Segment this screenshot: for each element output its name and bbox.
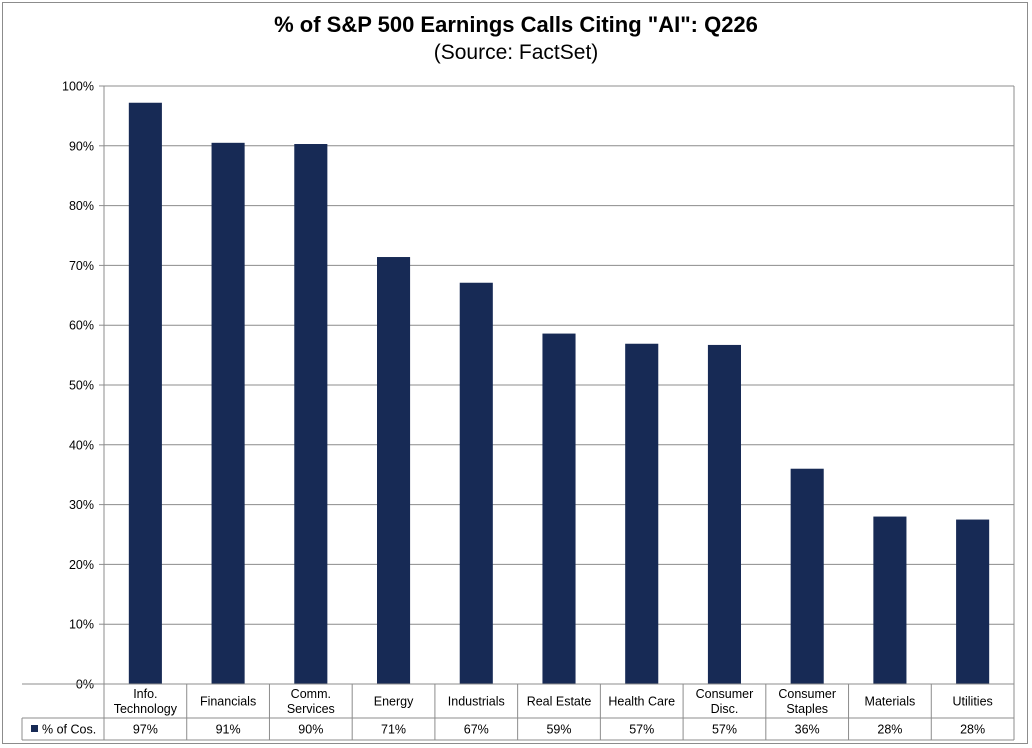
bar (790, 468, 824, 684)
value-label: 59% (546, 723, 571, 737)
category-label: Consumer Staples (778, 687, 836, 716)
category-label: Health Care (608, 695, 675, 709)
value-label: 28% (960, 723, 985, 737)
bar (542, 333, 576, 684)
y-tick-label: 60% (69, 319, 94, 333)
y-axis: 0%10%20%30%40%50%60%70%80%90%100% (62, 80, 1015, 692)
bar (377, 257, 411, 684)
y-tick-label: 30% (69, 498, 94, 512)
y-tick-label: 20% (69, 558, 94, 572)
bars (128, 102, 990, 685)
bar (625, 343, 659, 684)
bar (459, 282, 493, 684)
category-label: Materials (865, 695, 916, 709)
category-label: Industrials (448, 695, 505, 709)
value-label: 71% (381, 723, 406, 737)
y-tick-label: 70% (69, 259, 94, 273)
legend-label: % of Cos. (42, 723, 96, 737)
category-label: Real Estate (527, 695, 592, 709)
bar (873, 516, 907, 684)
category-label: Consumer Disc. (696, 687, 754, 716)
y-tick-label: 80% (69, 199, 94, 213)
category-label: Utilities (952, 695, 992, 709)
value-label: 67% (464, 723, 489, 737)
value-label: 91% (216, 723, 241, 737)
bar (707, 344, 741, 684)
category-label: Comm. Services (287, 687, 335, 716)
bar (956, 519, 990, 684)
y-tick-label: 10% (69, 618, 94, 632)
category-label: Financials (200, 695, 256, 709)
y-tick-label: 40% (69, 438, 94, 452)
value-label: 97% (133, 723, 158, 737)
bar (211, 142, 245, 684)
category-label: Energy (374, 695, 414, 709)
y-tick-label: 50% (69, 379, 94, 393)
bar (128, 102, 162, 684)
value-label: 57% (712, 723, 737, 737)
chart-title: % of S&P 500 Earnings Calls Citing "AI":… (274, 12, 758, 37)
value-label: 57% (629, 723, 654, 737)
value-label: 90% (298, 723, 323, 737)
value-label: 28% (877, 723, 902, 737)
category-label: Info. Technology (114, 687, 178, 716)
legend-swatch (31, 725, 38, 732)
y-tick-label: 100% (62, 80, 94, 94)
chart-subtitle: (Source: FactSet) (433, 41, 599, 64)
value-label: 36% (795, 723, 820, 737)
y-tick-label: 90% (69, 139, 94, 153)
bar (294, 144, 328, 685)
data-table: Info. Technology Financials Comm. Services En… (21, 683, 1015, 741)
